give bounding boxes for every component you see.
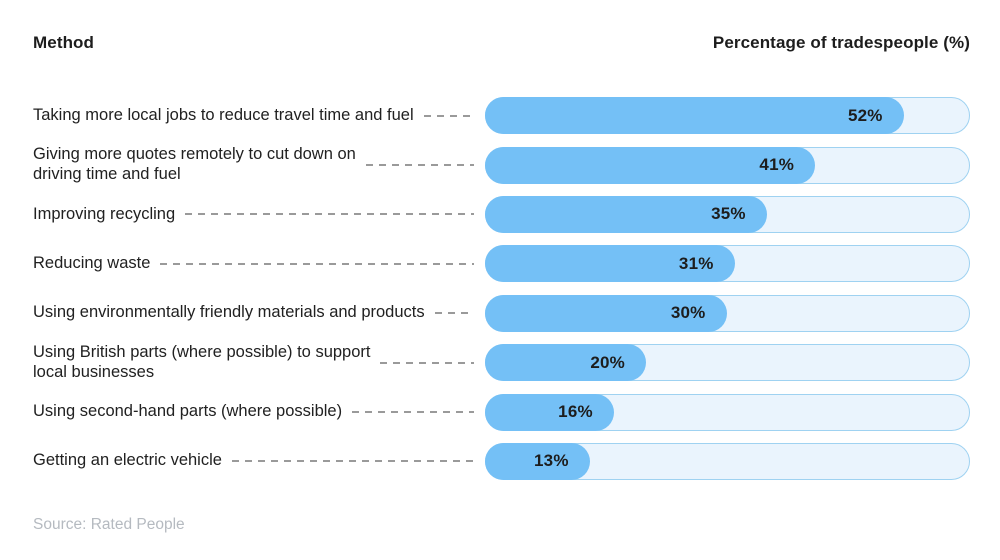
bar-fill: 16%: [485, 393, 614, 431]
leader-dashes: [380, 361, 474, 364]
leader-dashes: [231, 460, 474, 463]
chart-row: Giving more quotes remotely to cut down …: [33, 140, 970, 189]
category-label: Using second-hand parts (where possible): [33, 402, 343, 421]
chart-row: Using British parts (where possible) to …: [33, 338, 970, 387]
bar-value-label: 31%: [678, 253, 714, 273]
bar-fill: 20%: [485, 344, 646, 382]
bar-value-label: 16%: [558, 402, 593, 422]
category-label: Giving more quotes remotely to cut down …: [33, 145, 356, 184]
category-label-area: Using environmentally friendly materials…: [33, 303, 481, 323]
chart-header: Method Percentage of tradespeople (%): [33, 33, 970, 53]
bar-chart: Taking more local jobs to reduce travel …: [33, 91, 970, 486]
chart-row: Using environmentally friendly materials…: [33, 289, 970, 338]
bar-track: 31%: [485, 245, 970, 283]
chart-row: Taking more local jobs to reduce travel …: [33, 91, 970, 140]
category-label-area: Taking more local jobs to reduce travel …: [33, 106, 481, 126]
bar-value-label: 41%: [759, 155, 795, 175]
bar-value-label: 52%: [847, 105, 883, 125]
bar-value-label: 13%: [534, 451, 569, 471]
chart-row: Reducing waste 31%: [33, 239, 970, 288]
category-label: Using environmentally friendly materials…: [33, 303, 425, 322]
bar-value-label: 30%: [670, 303, 706, 323]
category-label: Using British parts (where possible) to …: [33, 342, 371, 381]
y-axis-title: Method: [33, 33, 95, 52]
category-label: Improving recycling: [33, 204, 176, 223]
bar-track: 52%: [485, 97, 970, 135]
leader-dashes: [365, 164, 474, 167]
chart-row: Using second-hand parts (where possible)…: [33, 387, 970, 436]
leader-dashes: [160, 262, 474, 265]
bar-track: 41%: [485, 146, 970, 184]
leader-dashes: [434, 312, 474, 315]
category-label-area: Improving recycling: [33, 205, 481, 225]
bar-track: 20%: [485, 344, 970, 382]
leader-dashes: [423, 114, 474, 117]
category-label-area: Getting an electric vehicle: [33, 451, 481, 471]
bar-fill: 30%: [485, 294, 727, 332]
source-credit: Source: Rated People: [33, 516, 185, 533]
x-axis-title: Percentage of tradespeople (%): [712, 33, 970, 52]
category-label-area: Reducing waste: [33, 254, 481, 274]
bar-track: 13%: [485, 442, 970, 480]
bar-track: 35%: [485, 195, 970, 233]
category-label: Taking more local jobs to reduce travel …: [33, 105, 414, 124]
bar-fill: 13%: [485, 442, 590, 480]
bar-track: 16%: [485, 393, 970, 431]
bar-fill: 41%: [485, 146, 816, 184]
bar-value-label: 35%: [711, 204, 746, 224]
category-label-area: Giving more quotes remotely to cut down …: [33, 145, 481, 185]
category-label-area: Using second-hand parts (where possible): [33, 402, 481, 422]
chart-row: Improving recycling 35%: [33, 190, 970, 239]
chart-row: Getting an electric vehicle 13%: [33, 437, 970, 486]
bar-fill: 35%: [485, 195, 767, 233]
bar-value-label: 20%: [590, 352, 625, 372]
category-label: Reducing waste: [33, 253, 151, 272]
bar-fill: 52%: [485, 97, 904, 135]
leader-dashes: [185, 213, 474, 216]
leader-dashes: [352, 411, 474, 414]
bar-track: 30%: [485, 294, 970, 332]
bar-fill: 31%: [485, 245, 735, 283]
category-label: Getting an electric vehicle: [33, 451, 222, 470]
category-label-area: Using British parts (where possible) to …: [33, 343, 481, 383]
